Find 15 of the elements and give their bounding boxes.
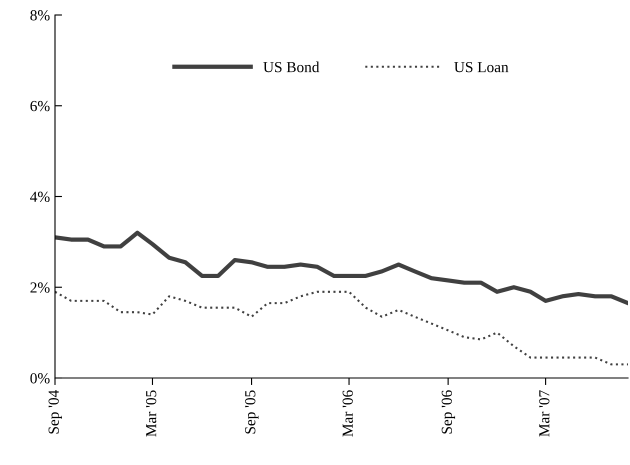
legend-label: US Bond: [263, 62, 320, 72]
x-tick-label: Sep '05: [245, 390, 258, 434]
y-tick-label: 8%: [30, 10, 50, 20]
y-tick-label: 4%: [30, 192, 50, 202]
y-tick-label: 2%: [30, 282, 50, 293]
y-tick-label: 6%: [30, 100, 50, 112]
x-tick-label: Sep '04: [48, 390, 62, 434]
legend-label: US Loan: [454, 62, 508, 72]
x-tick-label: Mar '05: [146, 390, 156, 437]
x-tick-label: Sep '06: [442, 390, 456, 434]
line-series: [55, 230, 628, 306]
x-tick-label: Mar '06: [342, 390, 353, 437]
line-series: [55, 290, 628, 366]
x-tick-label: Mar '07: [539, 390, 550, 437]
y-tick-label: 0%: [30, 373, 50, 384]
